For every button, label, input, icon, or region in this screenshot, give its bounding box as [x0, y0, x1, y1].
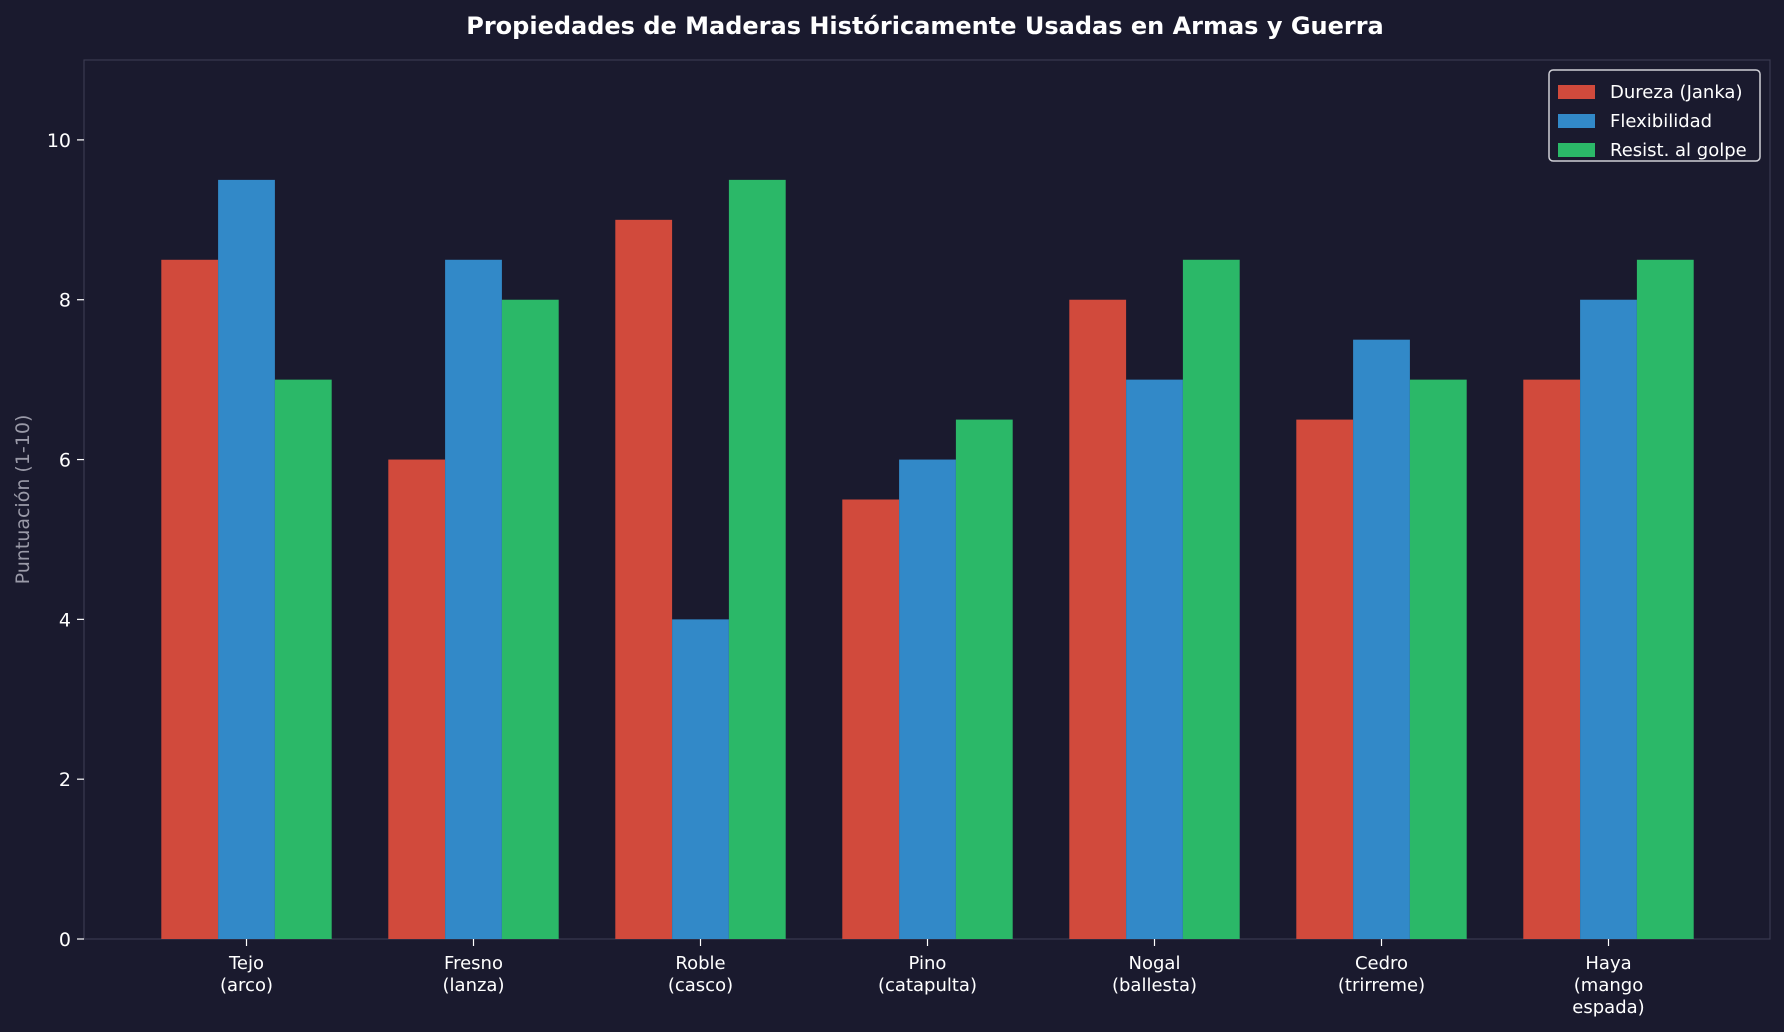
y-tick-label: 2: [59, 769, 71, 791]
x-tick-label-line: Roble: [675, 953, 725, 974]
bar-flexibilidad: [218, 179, 275, 939]
x-tick-label-line: (trirreme): [1338, 975, 1425, 996]
bar-resistencia: [501, 299, 559, 939]
y-tick-label: 8: [59, 290, 71, 312]
x-tick-label-line: (mango: [1574, 975, 1643, 996]
legend: Dureza (Janka) Flexibilidad Resist. al gol…: [1548, 69, 1761, 162]
legend-swatch: [1558, 143, 1595, 157]
bar-resistencia: [955, 419, 1013, 939]
x-tick-label-line: Haya: [1585, 953, 1631, 974]
bar-dureza: [1296, 419, 1354, 939]
x-tick-label: Cedro (trirreme): [1338, 953, 1425, 996]
bars-group: [161, 179, 1694, 940]
x-tick-label-line: (ballesta): [1112, 975, 1197, 996]
legend-label: Flexibilidad: [1610, 111, 1712, 132]
bar-resistencia: [1182, 259, 1240, 940]
x-tick-label-line: Tejo: [228, 953, 264, 974]
x-tick-label-line: Pino: [909, 953, 947, 974]
bar-flexibilidad: [445, 259, 502, 940]
bar-resistencia: [274, 379, 332, 939]
x-tick-label-line: Fresno: [444, 953, 503, 974]
x-tick-label-line: espada): [1572, 997, 1644, 1018]
bar-dureza: [615, 219, 673, 939]
bar-dureza: [161, 259, 219, 940]
legend-swatch: [1558, 85, 1595, 99]
x-tick-label-line: (catapulta): [878, 975, 977, 996]
y-tick-label: 4: [59, 609, 71, 631]
legend-box: [1548, 69, 1761, 162]
bar-dureza: [1523, 379, 1581, 939]
bar-resistencia: [1636, 259, 1694, 940]
bar-flexibilidad: [1580, 299, 1637, 939]
x-tick-label: Nogal (ballesta): [1112, 953, 1197, 996]
bar-dureza: [388, 459, 446, 939]
x-tick-label: Haya (mango espada): [1572, 953, 1644, 1018]
chart-title: Propiedades de Maderas Históricamente Us…: [466, 12, 1384, 40]
x-tick-label-line: Cedro: [1355, 953, 1408, 974]
y-tick-label: 10: [47, 130, 71, 152]
bar-dureza: [842, 499, 900, 939]
legend-label: Resist. al golpe: [1610, 140, 1747, 161]
bar-flexibilidad: [672, 619, 729, 939]
y-tick-label: 0: [59, 929, 71, 951]
x-tick-label-line: (arco): [220, 975, 273, 996]
x-axis-ticks: Tejo (arco)Fresno (lanza)Roble (casco)Pino(…: [220, 939, 1645, 1018]
bar-flexibilidad: [1353, 339, 1410, 939]
legend-swatch: [1558, 114, 1595, 128]
bar-resistencia: [1409, 379, 1467, 939]
x-tick-label: Tejo (arco): [220, 953, 273, 996]
bar-flexibilidad: [1126, 379, 1183, 939]
bar-dureza: [1069, 299, 1127, 939]
y-axis-label: Puntuación (1-10): [12, 415, 34, 585]
y-axis-ticks: 0 2 4 6 8 10: [47, 130, 84, 951]
x-tick-label: Roble (casco): [668, 953, 733, 996]
bar-resistencia: [728, 179, 786, 939]
x-tick-label-line: Nogal: [1129, 953, 1181, 974]
x-tick-label: Pino (catapulta): [878, 953, 977, 996]
x-tick-label: Fresno (lanza): [443, 953, 505, 996]
bar-flexibilidad: [899, 459, 956, 939]
y-tick-label: 6: [59, 450, 71, 472]
x-tick-label-line: (lanza): [443, 975, 505, 996]
legend-label: Dureza (Janka): [1610, 82, 1742, 103]
x-tick-label-line: (casco): [668, 975, 733, 996]
